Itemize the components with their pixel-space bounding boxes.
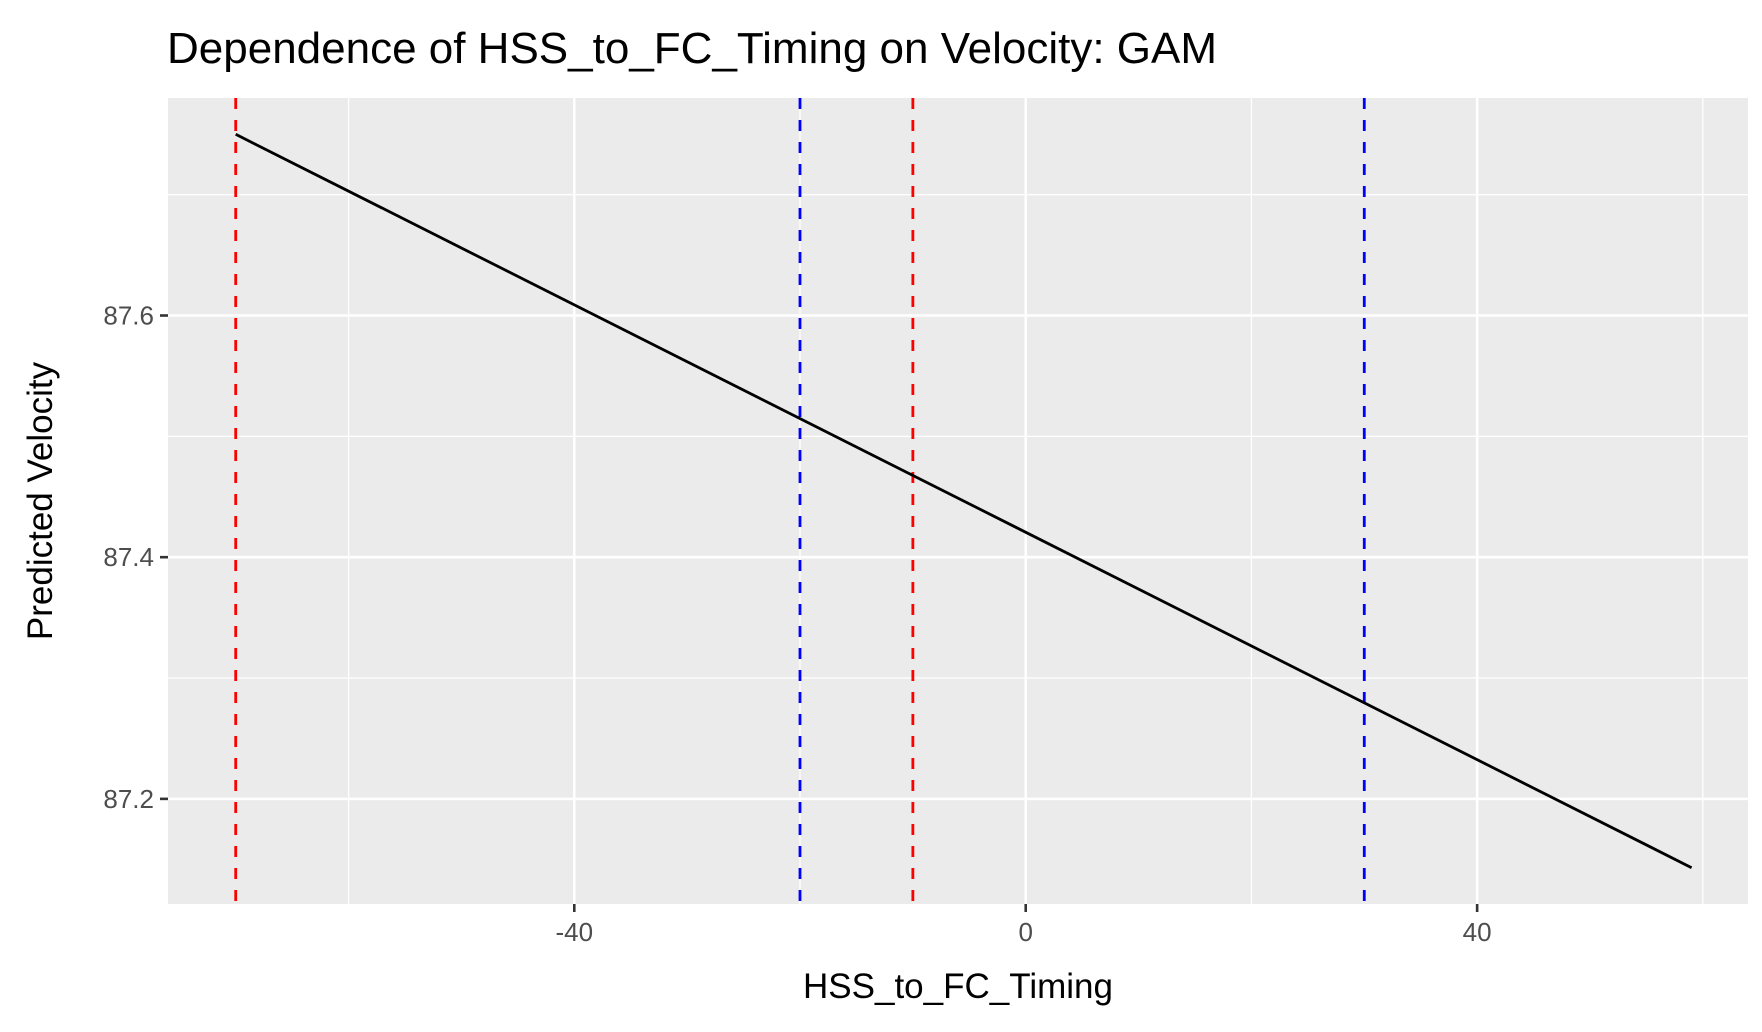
x-tick-label: 0 [1018, 917, 1032, 947]
series-layer [235, 133, 1693, 869]
x-tick-label: 40 [1463, 917, 1492, 947]
y-tick-label: 87.4 [103, 542, 154, 572]
y-axis-title: Predicted Velocity [21, 361, 60, 640]
y-tick-label: 87.6 [103, 301, 154, 331]
major-gridlines [168, 98, 1748, 904]
x-axis-title: HSS_to_FC_Timing [803, 967, 1113, 1006]
reference-lines [234, 98, 1366, 904]
y-axis: 87.2 87.4 87.6 [103, 301, 168, 814]
chart-title: Dependence of HSS_to_FC_Timing on Veloci… [167, 24, 1217, 73]
y-tick-label: 87.2 [103, 784, 154, 814]
x-tick-label: -40 [555, 917, 593, 947]
x-axis: -40 0 40 [555, 904, 1492, 947]
series-line-0 [235, 133, 1693, 869]
